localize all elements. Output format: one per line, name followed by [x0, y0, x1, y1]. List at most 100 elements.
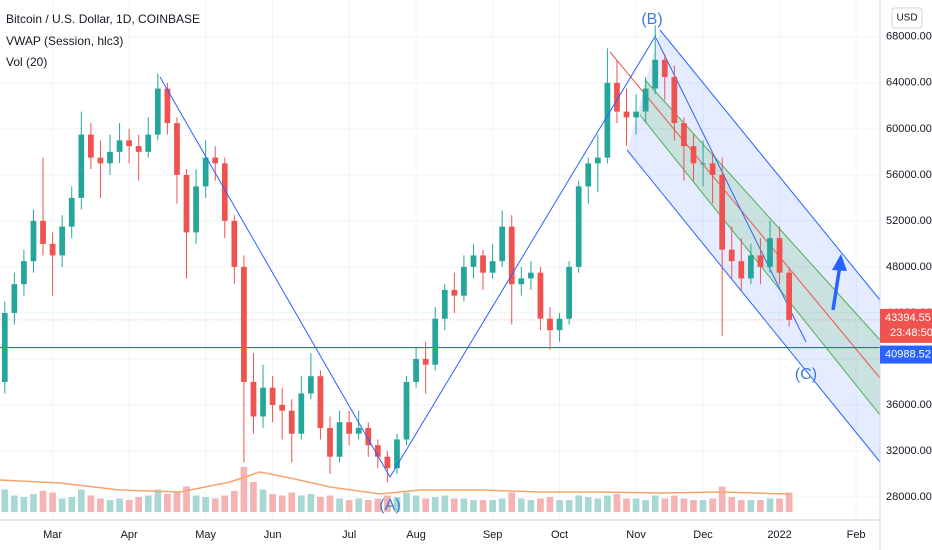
symbol-title: Bitcoin / U.S. Dollar, 1D, COINBASE	[6, 12, 200, 26]
volume-bar	[441, 495, 449, 512]
price-axis	[880, 0, 932, 550]
candle-body	[489, 261, 496, 273]
volume-bar	[776, 498, 783, 512]
volume-bar	[1, 489, 9, 512]
arrow-head	[832, 254, 847, 271]
candle-body	[107, 151, 113, 164]
volume-bar	[594, 498, 602, 512]
line-price-label: 40988.52	[885, 348, 931, 360]
volume-bar	[546, 497, 554, 512]
volume-bar	[632, 498, 640, 512]
volume-bar	[221, 495, 229, 512]
candle-body	[174, 123, 180, 175]
volume-bar	[642, 500, 649, 512]
candle-body	[518, 278, 525, 285]
candle-body	[681, 123, 687, 147]
volume-pane	[1, 467, 793, 512]
candle-body	[145, 134, 152, 152]
candle-body	[776, 238, 783, 273]
volume-bar	[565, 500, 573, 512]
arrow-shaft	[831, 264, 842, 311]
volume-bar	[97, 498, 104, 512]
y-tick-label: 56000.00	[886, 169, 932, 181]
last-price-box	[880, 308, 932, 343]
candle-body	[585, 163, 592, 187]
volume-bar	[718, 486, 726, 512]
candle-body	[164, 88, 171, 124]
volume-bar	[747, 500, 755, 512]
candle-body	[260, 387, 266, 417]
candle-body	[11, 284, 18, 313]
wave-line	[159, 34, 657, 478]
candle-body	[728, 249, 735, 262]
volume-bar	[766, 498, 774, 512]
x-tick-label: Mar	[43, 529, 62, 541]
volume-bar	[202, 497, 209, 512]
volume-bar	[604, 495, 611, 512]
volume-bar	[451, 498, 458, 512]
volume-bar	[211, 498, 219, 512]
price-lines	[0, 319, 880, 349]
candle-body	[135, 146, 142, 152]
volume-bar	[508, 492, 516, 512]
candle-body	[298, 393, 305, 434]
volume-bar	[183, 486, 190, 512]
candle-body	[88, 134, 94, 158]
candle-body	[594, 157, 601, 164]
y-tick-label: 64000.00	[886, 77, 932, 89]
volume-bar	[11, 495, 18, 512]
volume-bar	[269, 494, 276, 512]
volume-bar	[651, 495, 659, 512]
volume-bar	[192, 495, 200, 512]
candle-body	[690, 146, 697, 164]
candle-body	[183, 174, 190, 233]
volume-bar	[297, 495, 305, 512]
volume-bar	[680, 498, 688, 512]
volume-bar	[288, 492, 296, 512]
volume-bar	[537, 498, 544, 512]
candle-body	[202, 157, 209, 187]
volume-bar	[154, 489, 162, 512]
volume-bar	[757, 500, 764, 512]
volume-bar	[39, 491, 47, 512]
volume-bar	[393, 497, 401, 512]
candle-body	[40, 220, 46, 244]
volume-bar	[30, 494, 37, 512]
volume-bar	[412, 495, 420, 512]
volume-bar	[364, 500, 372, 512]
candle-body	[451, 289, 458, 296]
volume-bar	[250, 482, 257, 512]
candle-body	[374, 445, 381, 457]
channel-line	[659, 29, 881, 301]
candle-body	[738, 261, 745, 279]
volume-bar	[671, 495, 678, 512]
candle-body	[78, 134, 85, 198]
candle-body	[461, 266, 467, 296]
candle-body	[422, 358, 429, 365]
volume-bar	[135, 497, 143, 512]
volume-bar	[661, 498, 669, 512]
candle-body	[499, 226, 506, 262]
channel-median	[609, 51, 881, 379]
volume-bar	[345, 500, 353, 512]
volume-bar	[173, 492, 181, 512]
candle-body	[623, 111, 630, 118]
candle-body	[671, 77, 678, 124]
volume-bar	[403, 492, 410, 512]
y-tick-label: 48000.00	[886, 261, 932, 273]
candle-body	[212, 157, 219, 164]
volume-bar	[326, 495, 334, 512]
volume-bar	[422, 498, 429, 512]
volume-bar	[709, 498, 716, 512]
candle-body	[757, 255, 764, 267]
candle-body	[365, 427, 372, 446]
candle-body	[241, 266, 247, 382]
x-tick-label: Jun	[264, 529, 282, 541]
candle-body	[327, 427, 333, 457]
candle-body	[288, 410, 295, 434]
candle-body	[1, 312, 8, 382]
x-tick-label: Jul	[342, 529, 356, 541]
candle-body	[709, 163, 716, 175]
wave-label: (C)	[795, 366, 817, 383]
candle-body	[116, 140, 123, 152]
